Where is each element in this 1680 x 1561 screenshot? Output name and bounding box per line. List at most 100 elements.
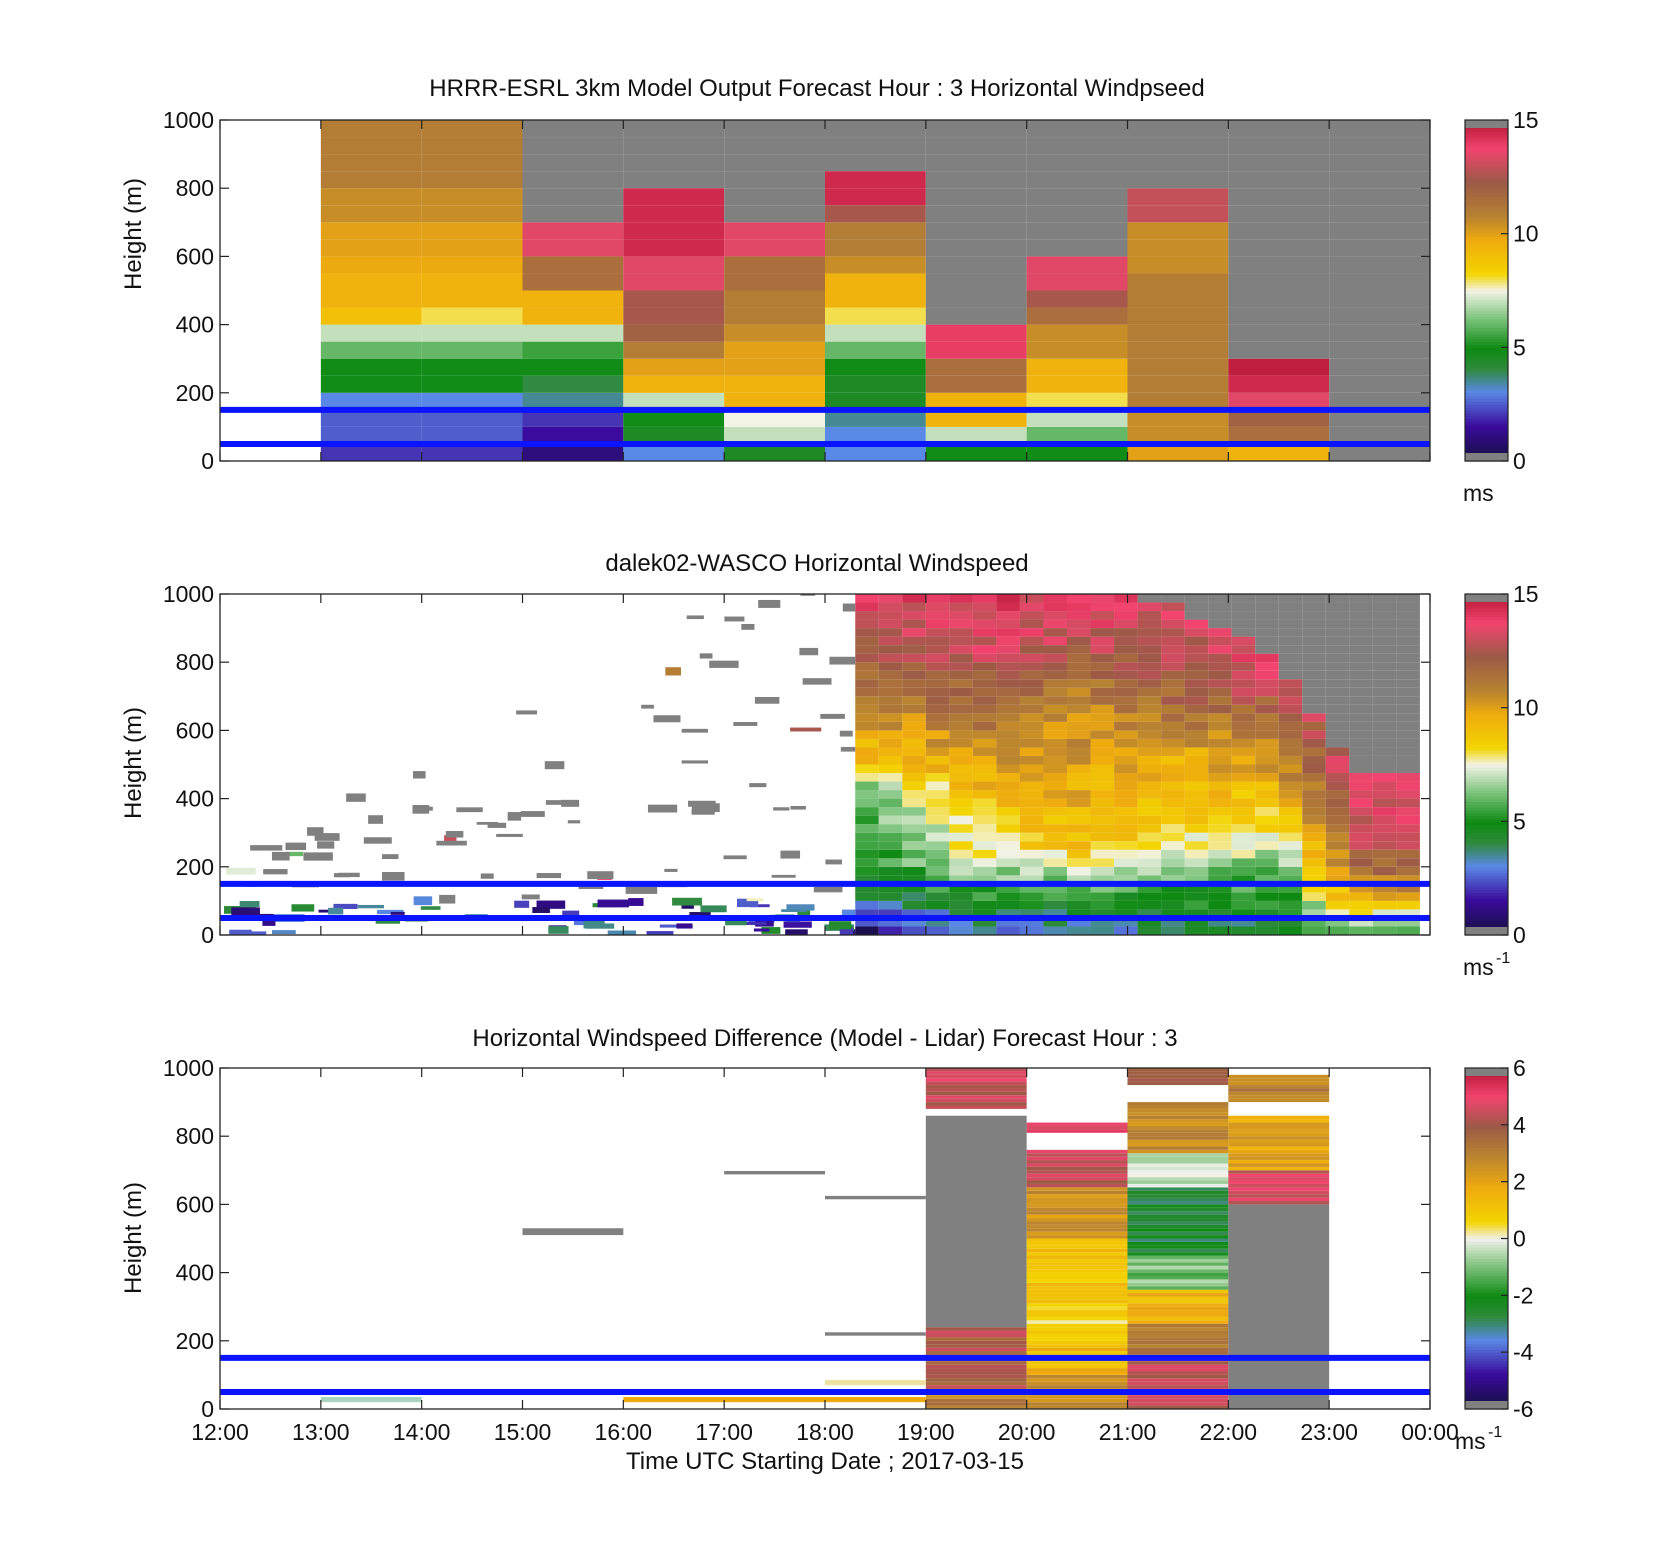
heatmap-cell	[1396, 713, 1420, 722]
heatmap-cell	[1278, 755, 1303, 765]
heatmap-cell	[1231, 824, 1256, 833]
heatmap-cell	[1114, 773, 1138, 782]
heatmap-cell	[285, 851, 304, 857]
heatmap-cell	[753, 928, 770, 932]
colorbar-swatch	[1465, 432, 1508, 437]
heatmap-cell	[1019, 704, 1044, 714]
heatmap-cell	[1137, 849, 1162, 859]
heatmap-cell	[514, 900, 530, 908]
heatmap-cell	[737, 921, 767, 925]
heatmap-cell	[972, 704, 997, 714]
colorbar-swatch	[1465, 730, 1508, 734]
heatmap-cell	[925, 841, 950, 850]
heatmap-cell	[1026, 1248, 1128, 1253]
heatmap-cell	[1372, 798, 1397, 808]
heatmap-cell	[1127, 1361, 1229, 1365]
heatmap-cell	[320, 426, 422, 444]
heatmap-cell	[1161, 807, 1185, 816]
heatmap-cell	[749, 783, 767, 788]
heatmap-cell	[1349, 790, 1373, 799]
heatmap-cell	[724, 273, 825, 291]
heatmap-cell	[902, 713, 926, 722]
colorbar-swatch	[1465, 370, 1508, 374]
y-tick-label: 0	[201, 448, 214, 474]
heatmap-cell	[548, 926, 569, 934]
colorbar-swatch	[1465, 1289, 1508, 1294]
colorbar-swatch	[1465, 404, 1508, 408]
heatmap-cell	[925, 1105, 1027, 1109]
heatmap-cell	[1127, 1143, 1229, 1147]
heatmap-cell	[1372, 653, 1397, 663]
colorbar-unit: ms	[1455, 1428, 1486, 1454]
colorbar-swatch	[1465, 827, 1508, 831]
colorbar-swatch	[1465, 750, 1508, 754]
heatmap-cell	[1208, 773, 1232, 782]
heatmap-cell	[724, 1170, 825, 1175]
heatmap-cell	[413, 896, 433, 906]
heatmap-cell	[1302, 738, 1326, 748]
colorbar-swatch	[1465, 1329, 1508, 1333]
heatmap-cell	[1349, 594, 1373, 603]
heatmap-cell	[1372, 738, 1397, 748]
heatmap-cell	[1026, 1262, 1128, 1266]
heatmap-cell	[1208, 926, 1232, 935]
heatmap-cell	[1090, 832, 1115, 842]
heatmap-cell	[1026, 1173, 1128, 1178]
heatmap-cell	[1114, 866, 1138, 876]
colorbar-swatch	[1465, 1389, 1508, 1393]
heatmap-cell	[1019, 679, 1044, 688]
heatmap-cell	[239, 901, 260, 908]
heatmap-cell	[1043, 841, 1067, 850]
heatmap-cell	[1026, 1187, 1128, 1191]
heatmap-cell	[676, 923, 693, 929]
heatmap-cell	[1228, 171, 1330, 189]
heatmap-cell	[1137, 807, 1162, 816]
heatmap-cell	[1114, 807, 1138, 816]
heatmap-cell	[1127, 1166, 1229, 1171]
heatmap-cell	[1067, 704, 1091, 714]
heatmap-cell	[949, 653, 973, 663]
heatmap-cell	[1127, 1119, 1229, 1123]
heatmap-cell	[1349, 653, 1373, 663]
reference-lines	[220, 406, 1430, 447]
heatmap-cell	[1161, 730, 1185, 739]
heatmap-cell	[1231, 696, 1256, 705]
colorbar-swatch	[1465, 176, 1508, 181]
heatmap-cell	[949, 662, 973, 671]
colorbar-tick-label: 15	[1513, 581, 1539, 607]
heatmap-cell	[1255, 636, 1279, 646]
colorbar-swatch	[1465, 775, 1508, 780]
heatmap-cell	[1090, 730, 1115, 739]
heatmap-cell	[1127, 1269, 1229, 1273]
colorbar-swatch	[1465, 1255, 1508, 1259]
heatmap-cell	[1231, 849, 1256, 859]
colorbar-swatch	[1465, 378, 1508, 383]
heatmap-cell	[686, 615, 704, 620]
heatmap-cell	[1067, 764, 1091, 774]
heatmap-cell	[799, 647, 819, 656]
heatmap-cell	[1208, 662, 1232, 671]
heatmap-cell	[536, 872, 562, 879]
heatmap-cell	[291, 904, 315, 912]
heatmap-cell	[1228, 375, 1330, 393]
heatmap-cell	[996, 594, 1020, 603]
heatmap-cell	[790, 727, 822, 732]
heatmap-cell	[1325, 670, 1350, 680]
heatmap-cell	[1161, 704, 1185, 714]
x-tick-label: 15:00	[494, 1419, 552, 1445]
heatmap-cell	[653, 715, 681, 723]
heatmap-cell	[878, 926, 903, 935]
colorbar-swatch	[1465, 1195, 1508, 1200]
heatmap-cell	[1114, 892, 1138, 901]
heatmap-cell	[1208, 883, 1232, 893]
heatmap-cell	[925, 1402, 1027, 1406]
heatmap-cell	[1372, 704, 1397, 714]
heatmap-cell	[1184, 628, 1209, 637]
heatmap-cell	[1302, 832, 1326, 842]
heatmap-cell	[1043, 790, 1067, 799]
heatmap-cell	[1026, 1235, 1128, 1239]
heatmap-cell	[1255, 781, 1279, 791]
heatmap-cell	[902, 798, 926, 808]
heatmap-cell	[878, 755, 903, 765]
colorbar-swatch	[1465, 738, 1508, 743]
